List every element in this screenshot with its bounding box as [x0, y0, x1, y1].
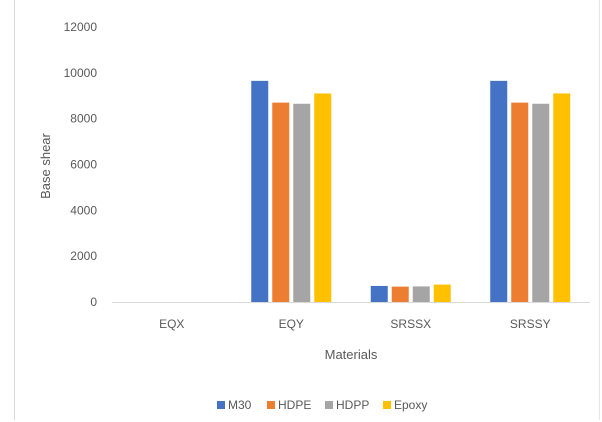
legend-label: HDPP [336, 398, 369, 412]
bar-epoxy-srssy [553, 93, 571, 302]
y-tick-label: 0 [90, 295, 97, 309]
legend-swatch [267, 401, 275, 409]
x-tick-label: SRSSY [510, 317, 551, 331]
x-tick-label: EQY [279, 317, 304, 331]
legend-swatch [383, 401, 391, 409]
legend-item-hdpp: HDPP [325, 398, 369, 412]
legend-label: HDPE [278, 398, 311, 412]
legend-item-hdpe: HDPE [267, 398, 311, 412]
legend-item-epoxy: Epoxy [383, 398, 427, 412]
bar-epoxy-srssx [433, 284, 451, 302]
bar-hdpp-srssy [532, 103, 550, 302]
bar-hdpe-eqy [272, 102, 290, 302]
y-tick-label: 8000 [70, 112, 97, 126]
bar-hdpp-srssx [412, 286, 430, 302]
y-tick-label: 2000 [70, 249, 97, 263]
legend-label: M30 [228, 398, 252, 412]
x-axis-ticks: EQX EQY SRSSX SRSSY [159, 317, 551, 331]
chart-frame [14, 0, 600, 420]
bar-m30-srssy [490, 80, 508, 303]
y-tick-label: 12000 [64, 20, 98, 34]
legend-label: Epoxy [394, 398, 427, 412]
legend-item-m30: M30 [217, 398, 252, 412]
legend: M30 HDPE HDPP Epoxy [217, 398, 427, 412]
y-tick-label: 6000 [70, 158, 97, 172]
legend-swatch [217, 401, 225, 409]
bar-hdpp-eqy [293, 103, 311, 302]
y-axis-title: Base shear [38, 132, 53, 198]
bars-group [251, 80, 571, 303]
y-tick-label: 10000 [64, 66, 98, 80]
bar-epoxy-eqy [314, 93, 332, 302]
legend-swatch [325, 401, 333, 409]
bar-m30-eqy [251, 80, 269, 303]
y-tick-label: 4000 [70, 203, 97, 217]
bar-m30-srssx [370, 285, 388, 302]
x-tick-label: SRSSX [390, 317, 431, 331]
bar-hdpe-srssy [511, 102, 529, 302]
x-axis-title: Materials [325, 347, 378, 362]
bar-hdpe-srssx [391, 286, 409, 302]
x-tick-label: EQX [159, 317, 184, 331]
y-axis-ticks: 0 2000 4000 6000 8000 10000 12000 [64, 20, 98, 309]
